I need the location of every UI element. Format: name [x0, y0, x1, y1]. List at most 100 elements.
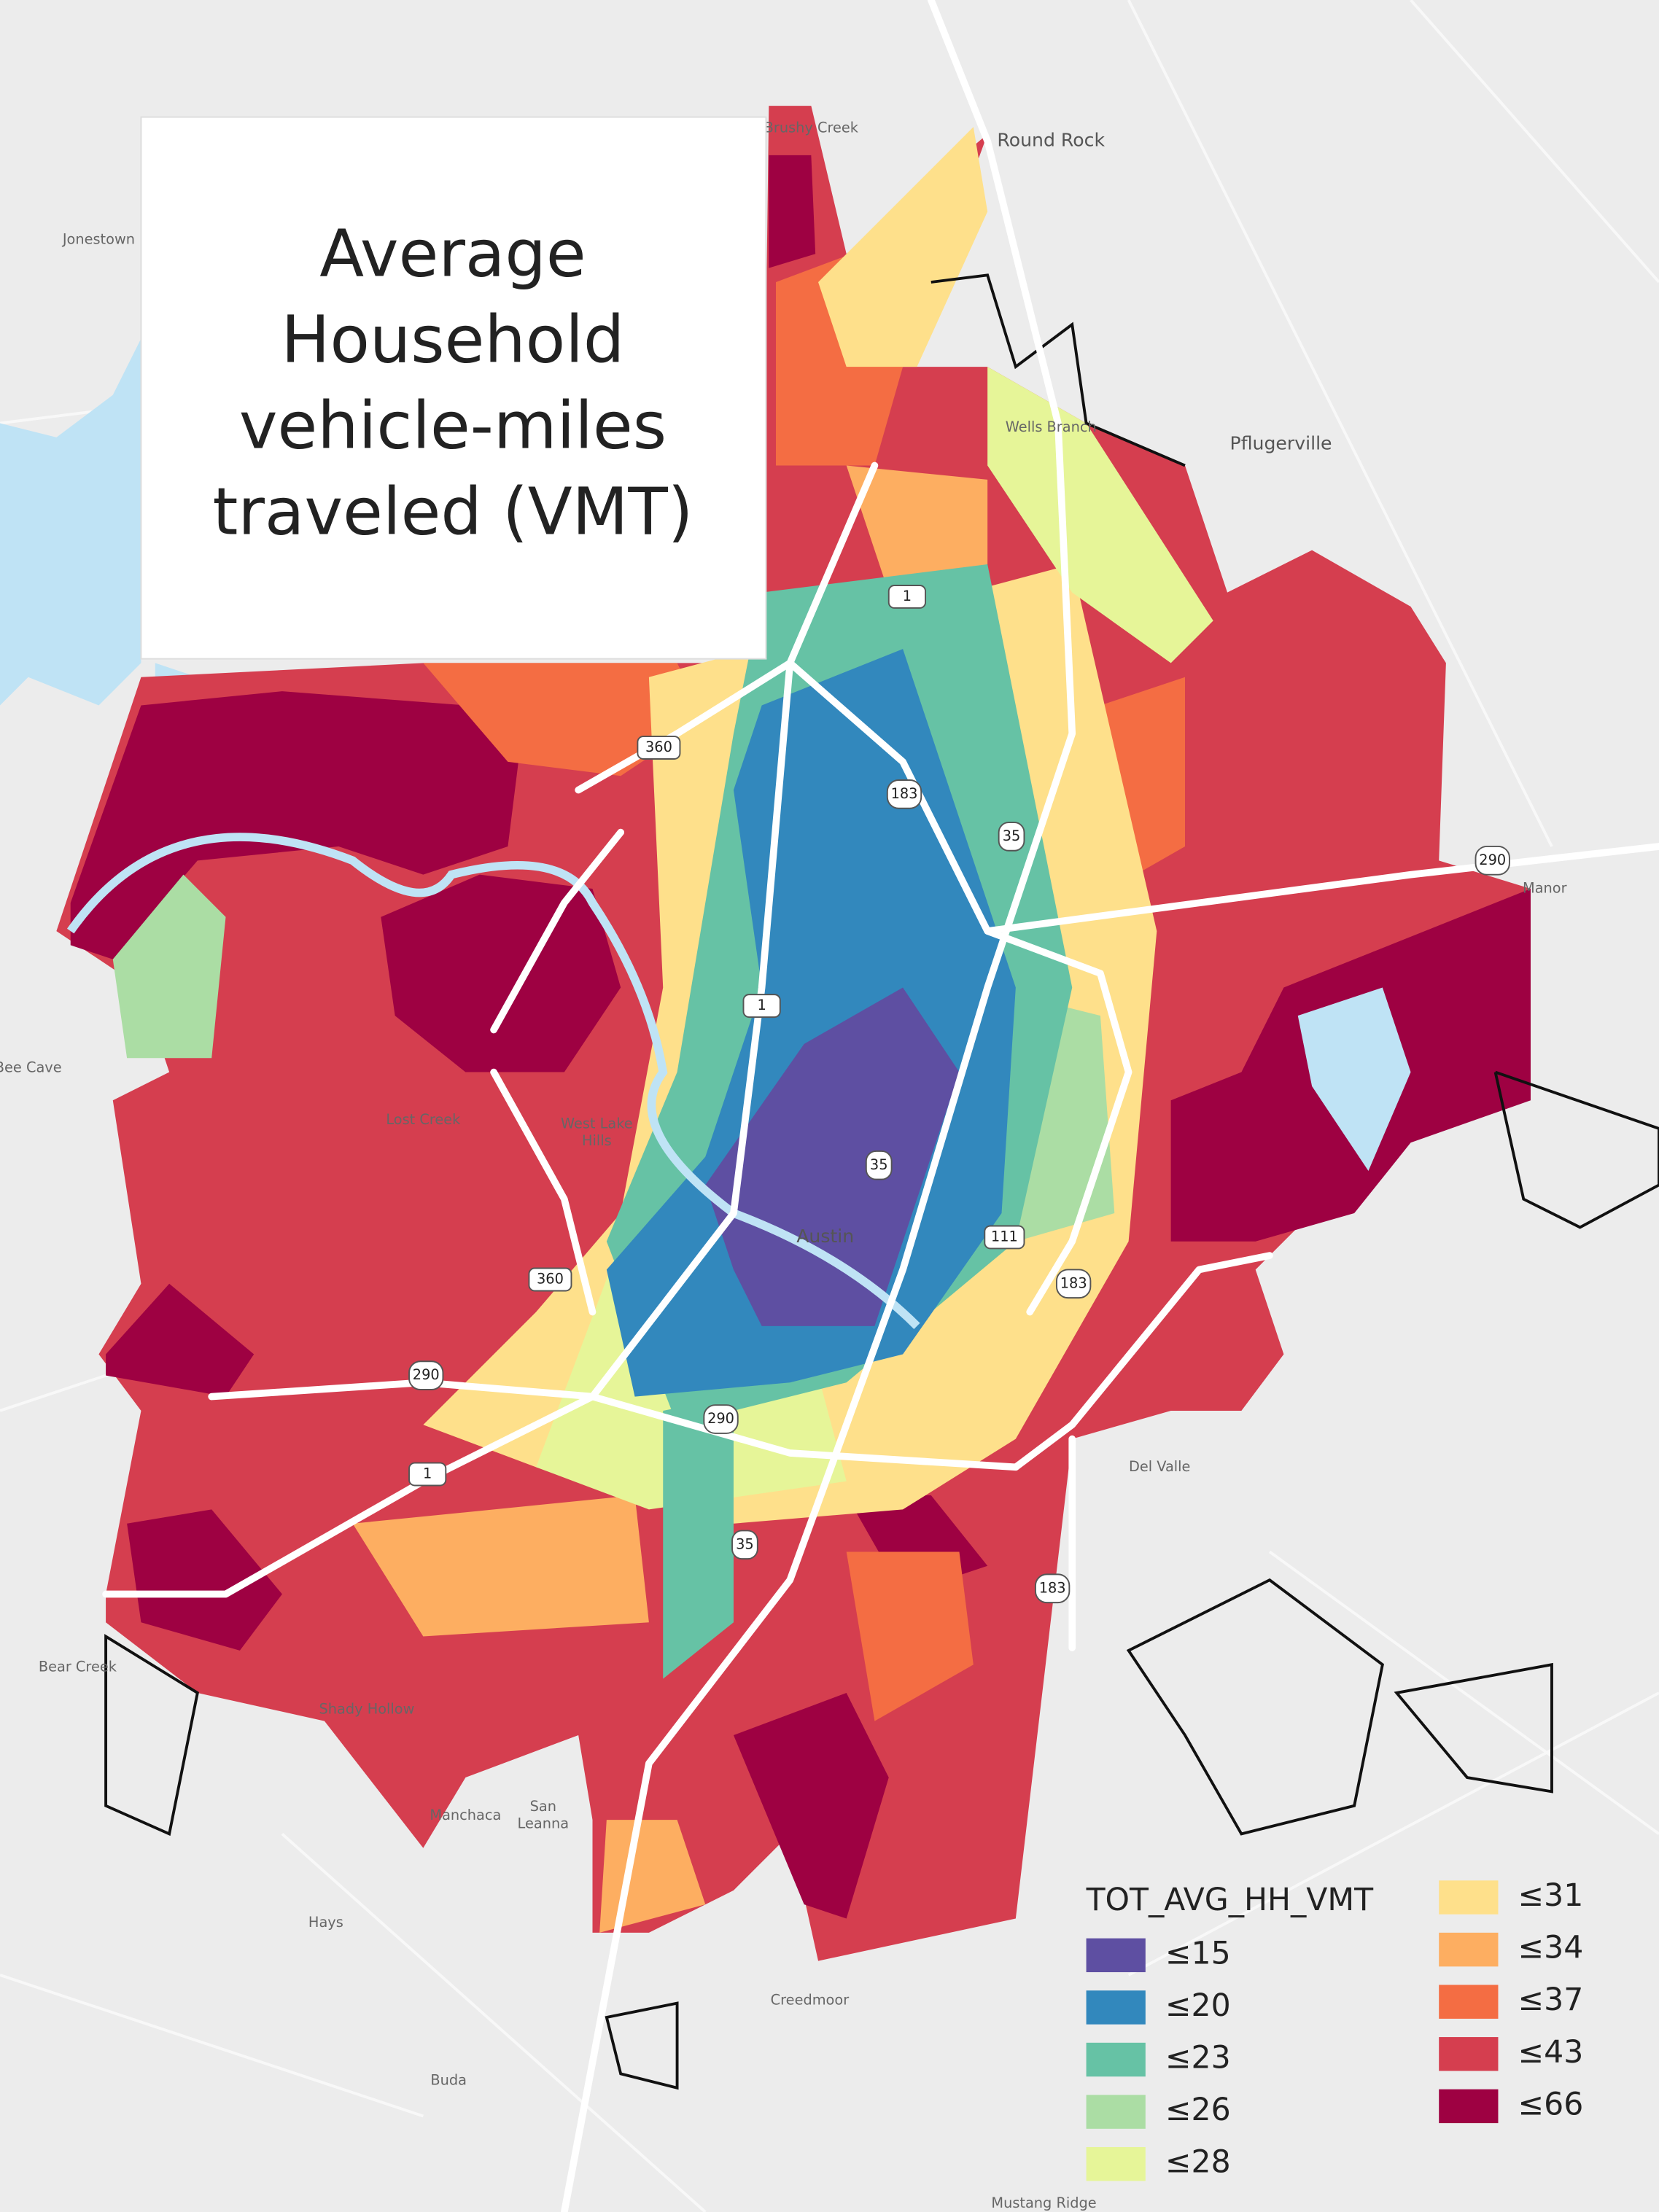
place-label: Creedmoor [771, 1991, 850, 2008]
shield-label: 35 [870, 1156, 888, 1173]
shield: 183 [1055, 1269, 1092, 1299]
highway-shields: 1 360 183 35 290 1 35 111 183 360 290 29… [408, 585, 1510, 1604]
place-label: Austin [796, 1226, 854, 1247]
shield-label: 183 [1060, 1274, 1087, 1291]
shield: 1 [887, 585, 927, 609]
shield-label: 111 [991, 1228, 1018, 1245]
place-labels: Brushy Creek Round Rock Jonestown Wells … [0, 120, 1567, 2211]
title-box: Average Household vehicle-miles traveled… [140, 116, 767, 660]
title-line: traveled (VMT) [212, 474, 693, 550]
place-label: San [530, 1798, 556, 1815]
shield: 35 [998, 822, 1025, 852]
region [705, 987, 960, 1326]
place-label: Wells Branch [1006, 418, 1097, 435]
shield: 35 [731, 1530, 758, 1560]
title-background [140, 116, 767, 660]
legend-swatch [1086, 2095, 1146, 2129]
shield-label: 1 [903, 588, 912, 604]
legend-label: ≤28 [1165, 2144, 1231, 2181]
legend-label: ≤20 [1165, 1987, 1231, 2024]
legend-label: ≤15 [1165, 1935, 1231, 1971]
legend-label: ≤23 [1165, 2040, 1231, 2076]
region [423, 663, 706, 776]
place-label: Leanna [518, 1815, 570, 1831]
shield: 290 [408, 1360, 444, 1390]
place-label: Mustang Ridge [991, 2195, 1096, 2211]
shield: 360 [528, 1267, 572, 1292]
shield-label: 290 [413, 1366, 440, 1383]
shield: 290 [1475, 846, 1510, 876]
place-label: Bear Creek [39, 1659, 117, 1675]
legend-title: TOT_AVG_HH_VMT [1086, 1882, 1375, 1918]
title-line: Household [281, 302, 625, 378]
region [352, 1495, 649, 1637]
shield: 360 [637, 736, 681, 760]
legend-swatch [1439, 2037, 1499, 2071]
shield: 35 [865, 1150, 893, 1180]
shield-label: 35 [736, 1535, 754, 1552]
region [127, 1509, 282, 1651]
title-line: vehicle-miles [239, 388, 667, 464]
place-label: Buda [430, 2072, 467, 2089]
legend-label: ≤37 [1518, 1982, 1584, 2018]
place-label: Hills [582, 1132, 612, 1149]
place-label: Hays [308, 1914, 343, 1931]
legend-swatch [1086, 2146, 1146, 2181]
region [599, 1820, 706, 1933]
shield-label: 360 [645, 739, 672, 755]
shield-label: 290 [1479, 852, 1506, 868]
legend: TOT_AVG_HH_VMT ≤15 ≤20 ≤23 ≤26 ≤28 ≤31 ≤34 ≤37 ≤… [1086, 1877, 1584, 2181]
shield: 1 [742, 994, 781, 1019]
region [70, 691, 522, 959]
place-label: Jonestown [62, 230, 135, 247]
shield-label: 183 [1039, 1579, 1066, 1596]
shield: 183 [1034, 1573, 1071, 1604]
place-label: Brushy Creek [764, 120, 859, 136]
lake-travis [0, 338, 240, 706]
region [846, 465, 988, 593]
place-label: Shady Hollow [319, 1701, 415, 1718]
region [112, 874, 226, 1059]
region [381, 874, 621, 1072]
region [106, 1283, 255, 1397]
legend-swatch [1439, 1880, 1499, 1915]
region [987, 367, 1213, 663]
region [818, 127, 988, 367]
place-label: Pflugerville [1230, 433, 1332, 454]
region [663, 1396, 734, 1679]
place-label: West Lake [561, 1115, 633, 1132]
legend-label: ≤26 [1165, 2092, 1231, 2128]
legend-swatch [1439, 2089, 1499, 2124]
legend-label: ≤43 [1518, 2034, 1584, 2071]
legend-swatch [1439, 1985, 1499, 2019]
shield-label: 360 [537, 1270, 564, 1287]
place-label: Manor [1523, 880, 1567, 897]
place-label: Lost Creek [386, 1111, 461, 1128]
legend-label: ≤31 [1518, 1877, 1584, 1914]
place-label: Round Rock [997, 129, 1105, 150]
shield-label: 35 [1003, 827, 1021, 844]
region [733, 1692, 889, 1919]
title-line: Average [319, 215, 586, 291]
region [846, 1551, 974, 1721]
legend-swatch [1086, 2042, 1146, 2077]
region [769, 155, 816, 268]
place-label: Del Valle [1129, 1458, 1190, 1475]
legend-swatch [1086, 1990, 1146, 2025]
place-label: Bee Cave [0, 1059, 62, 1075]
legend-swatch [1086, 1938, 1146, 1973]
legend-label: ≤66 [1518, 2086, 1584, 2122]
shield-label: 183 [891, 785, 918, 802]
place-label: Manchaca [430, 1807, 501, 1823]
highways [102, 0, 1659, 2212]
shield: 111 [984, 1225, 1025, 1250]
shield: 290 [703, 1404, 739, 1434]
shield-label: 290 [707, 1410, 734, 1427]
legend-label: ≤34 [1518, 1930, 1584, 1966]
shield: 1 [408, 1462, 447, 1487]
boundaries [104, 273, 1659, 2090]
shield-label: 1 [423, 1465, 432, 1482]
shield: 183 [886, 779, 922, 809]
